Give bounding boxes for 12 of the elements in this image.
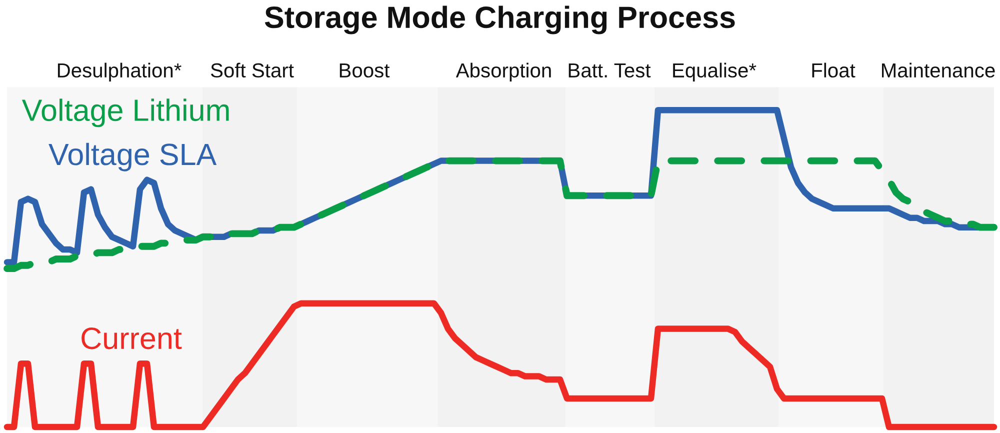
series-label: Voltage SLA [48, 142, 217, 172]
x-tick-label: Maintenance [882, 62, 995, 78]
x-tick-label: Boost [340, 63, 390, 78]
x-tick-label: Equalise* [673, 62, 756, 82]
x-tick-label: Absorption [456, 62, 551, 82]
series-label: Current [82, 328, 182, 350]
chart-title: Storage Mode Charging Process [264, 6, 735, 34]
x-tick-label: Batt. Test [568, 63, 651, 78]
x-tick-label: Float [812, 62, 856, 78]
text: Voltage Lithium [22, 98, 229, 128]
x-tick-label: Soft Start [210, 62, 294, 78]
x-tick-label: Desulphation* [58, 62, 182, 82]
